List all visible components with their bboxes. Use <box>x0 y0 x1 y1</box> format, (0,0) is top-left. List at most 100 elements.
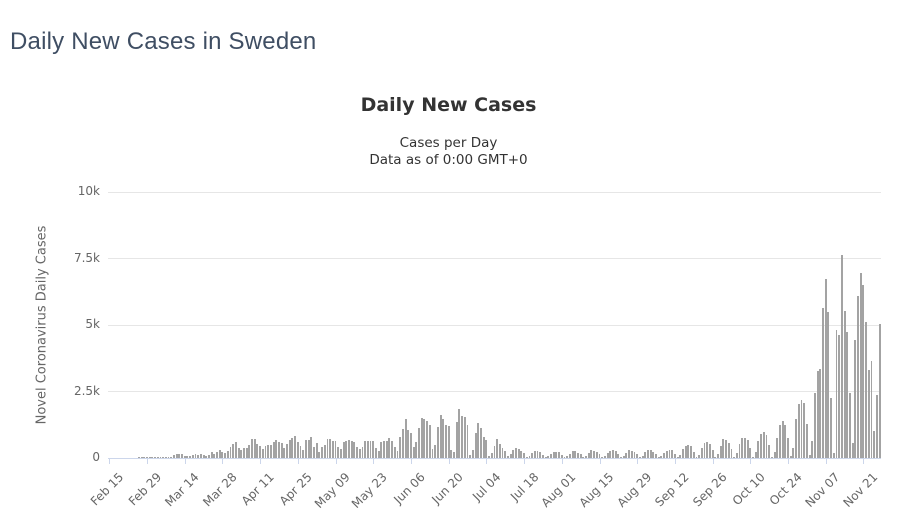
bar[interactable] <box>603 456 606 458</box>
bar[interactable] <box>213 453 216 458</box>
bar[interactable] <box>754 452 757 458</box>
bar[interactable] <box>792 447 795 458</box>
bar[interactable] <box>407 429 410 458</box>
bar[interactable] <box>797 404 800 458</box>
bar[interactable] <box>415 442 418 458</box>
bar[interactable] <box>819 368 822 458</box>
bar[interactable] <box>628 449 631 458</box>
bar[interactable] <box>345 441 348 458</box>
bar[interactable] <box>735 453 738 458</box>
bar[interactable] <box>278 441 280 458</box>
bar[interactable] <box>687 445 690 458</box>
bar[interactable] <box>533 450 536 458</box>
bar[interactable] <box>436 426 439 458</box>
bar[interactable] <box>291 438 294 458</box>
bar[interactable] <box>181 453 183 458</box>
bar[interactable] <box>560 454 563 458</box>
bar[interactable] <box>875 394 878 458</box>
bar[interactable] <box>657 457 660 458</box>
bar[interactable] <box>342 441 345 458</box>
bar[interactable] <box>506 456 509 458</box>
bar[interactable] <box>431 448 434 458</box>
bar[interactable] <box>520 451 523 458</box>
bar[interactable] <box>474 432 477 458</box>
bar[interactable] <box>571 450 574 458</box>
bar[interactable] <box>830 398 833 458</box>
bar[interactable] <box>208 454 210 458</box>
bar[interactable] <box>485 440 488 458</box>
bar[interactable] <box>512 450 515 458</box>
bar[interactable] <box>374 447 377 458</box>
bar[interactable] <box>525 457 528 458</box>
bar[interactable] <box>765 434 768 458</box>
bar[interactable] <box>808 454 811 458</box>
bar[interactable] <box>652 451 655 458</box>
bar[interactable] <box>412 447 415 458</box>
bar[interactable] <box>140 457 143 458</box>
bar[interactable] <box>617 453 620 458</box>
bar[interactable] <box>770 456 773 458</box>
bar[interactable] <box>272 441 275 458</box>
bar[interactable] <box>251 438 253 458</box>
bar[interactable] <box>439 415 442 458</box>
bar[interactable] <box>781 421 784 458</box>
bar[interactable] <box>854 340 857 458</box>
bar[interactable] <box>805 423 808 458</box>
bar[interactable] <box>264 445 267 458</box>
bar[interactable] <box>178 454 181 458</box>
bar[interactable] <box>625 452 628 458</box>
bar[interactable] <box>302 450 305 458</box>
bar[interactable] <box>811 440 814 458</box>
bar[interactable] <box>601 457 604 458</box>
bar[interactable] <box>593 450 596 458</box>
bar[interactable] <box>423 418 426 458</box>
bar[interactable] <box>641 455 644 458</box>
bar[interactable] <box>313 446 315 458</box>
bar[interactable] <box>364 440 367 458</box>
bar[interactable] <box>814 392 816 458</box>
bar[interactable] <box>563 457 566 458</box>
bar[interactable] <box>655 454 657 458</box>
bar[interactable] <box>773 451 776 458</box>
bar[interactable] <box>647 449 649 458</box>
bar[interactable] <box>857 295 859 458</box>
bar[interactable] <box>299 445 302 458</box>
bar[interactable] <box>700 448 703 458</box>
bar[interactable] <box>234 441 237 458</box>
bar[interactable] <box>743 438 746 458</box>
bar[interactable] <box>835 329 838 458</box>
bar[interactable] <box>156 457 159 458</box>
bar[interactable] <box>824 279 827 458</box>
bar[interactable] <box>719 445 722 458</box>
bar[interactable] <box>703 443 706 458</box>
bar[interactable] <box>612 449 614 458</box>
bar[interactable] <box>517 448 520 458</box>
bar[interactable] <box>800 399 803 458</box>
bar[interactable] <box>391 441 394 458</box>
bar[interactable] <box>321 447 324 458</box>
bar[interactable] <box>383 440 385 458</box>
bar[interactable] <box>816 371 819 458</box>
bar[interactable] <box>191 455 194 458</box>
bar[interactable] <box>248 445 251 458</box>
bar[interactable] <box>711 450 714 458</box>
bar[interactable] <box>337 447 340 458</box>
bar[interactable] <box>620 457 622 458</box>
bar[interactable] <box>738 443 741 458</box>
bar[interactable] <box>428 424 431 458</box>
bar[interactable] <box>396 450 399 458</box>
bar[interactable] <box>630 450 633 458</box>
bar[interactable] <box>827 312 830 458</box>
bar[interactable] <box>762 432 765 458</box>
bar[interactable] <box>377 450 380 458</box>
bar[interactable] <box>840 254 843 458</box>
bar[interactable] <box>458 408 461 458</box>
bar[interactable] <box>684 445 687 458</box>
bar[interactable] <box>175 454 178 458</box>
bar[interactable] <box>488 456 490 458</box>
bar[interactable] <box>768 445 771 458</box>
bar[interactable] <box>245 447 248 458</box>
bar[interactable] <box>202 455 205 458</box>
bar[interactable] <box>727 442 730 458</box>
bar[interactable] <box>579 454 582 458</box>
